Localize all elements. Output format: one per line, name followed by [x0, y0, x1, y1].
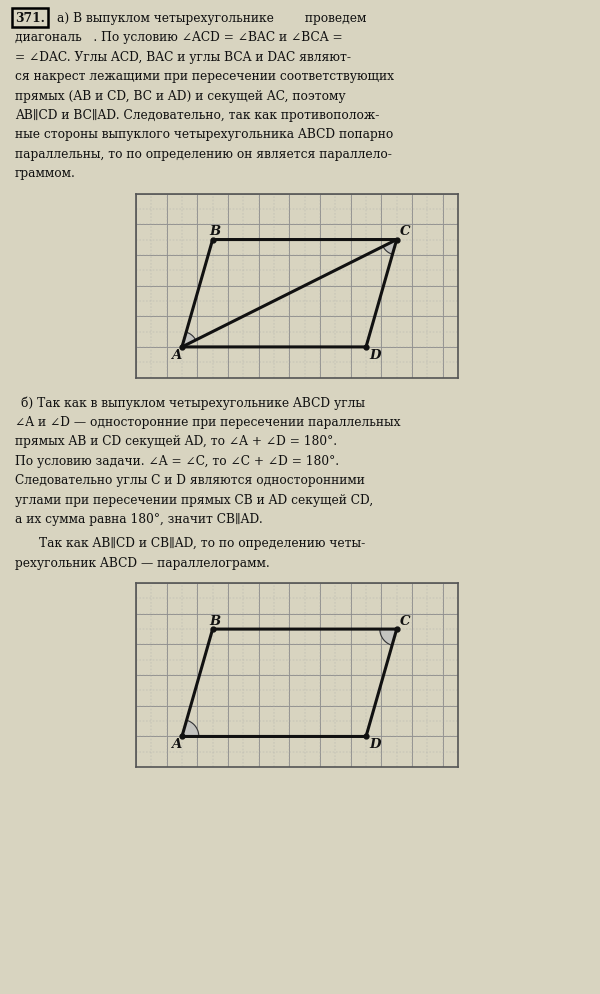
Text: D: D: [370, 348, 381, 361]
Text: параллельны, то по определению он является параллело-: параллельны, то по определению он являет…: [15, 148, 392, 161]
Text: AB∥CD и BC∥AD. Следовательно, так как противополож-: AB∥CD и BC∥AD. Следовательно, так как пр…: [15, 109, 379, 122]
Text: ∠A и ∠D — односторонние при пересечении параллельных: ∠A и ∠D — односторонние при пересечении …: [15, 415, 401, 428]
Text: = ∠DAC. Углы ACD, BAC и углы BCA и DAC являют-: = ∠DAC. Углы ACD, BAC и углы BCA и DAC я…: [15, 51, 351, 64]
Text: По условию задачи. ∠A = ∠C, то ∠C + ∠D = 180°.: По условию задачи. ∠A = ∠C, то ∠C + ∠D =…: [15, 454, 339, 467]
Text: 371.: 371.: [15, 12, 45, 25]
Text: граммом.: граммом.: [15, 167, 76, 180]
Text: диагональ   . По условию ∠ACD = ∠BAC и ∠BCA =: диагональ . По условию ∠ACD = ∠BAC и ∠BC…: [15, 31, 343, 45]
Text: B: B: [209, 614, 221, 627]
Text: C: C: [400, 614, 411, 627]
Text: а их сумма равна 180°, значит CB∥AD.: а их сумма равна 180°, значит CB∥AD.: [15, 513, 263, 526]
Polygon shape: [380, 629, 397, 646]
Polygon shape: [182, 721, 199, 737]
Text: рехугольник ABCD — параллелограмм.: рехугольник ABCD — параллелограмм.: [15, 557, 270, 570]
Text: Следовательно углы C и D являются односторонними: Следовательно углы C и D являются одност…: [15, 474, 365, 487]
Text: б) Так как в выпуклом четырехугольнике ABCD углы: б) Так как в выпуклом четырехугольнике A…: [21, 397, 365, 410]
Text: C: C: [400, 225, 411, 238]
Text: углами при пересечении прямых CB и AD секущей CD,: углами при пересечении прямых CB и AD се…: [15, 493, 373, 506]
Text: A: A: [171, 738, 181, 750]
Text: ся накрест лежащими при пересечении соответствующих: ся накрест лежащими при пересечении соот…: [15, 70, 394, 83]
Text: прямых (AB и CD, BC и AD) и секущей AC, поэтому: прямых (AB и CD, BC и AD) и секущей AC, …: [15, 89, 346, 102]
Text: ные стороны выпуклого четырехугольника ABCD попарно: ные стороны выпуклого четырехугольника A…: [15, 128, 393, 141]
Text: D: D: [370, 738, 381, 750]
Polygon shape: [182, 333, 196, 348]
Polygon shape: [383, 241, 397, 255]
Text: A: A: [171, 348, 181, 361]
Text: B: B: [209, 225, 221, 238]
Text: а) В выпуклом четырехугольнике        проведем: а) В выпуклом четырехугольнике проведем: [57, 12, 367, 25]
Text: прямых AB и CD секущей AD, то ∠A + ∠D = 180°.: прямых AB и CD секущей AD, то ∠A + ∠D = …: [15, 435, 337, 448]
Text: Так как AB∥CD и CB∥AD, то по определению четы-: Так как AB∥CD и CB∥AD, то по определению…: [39, 537, 365, 550]
